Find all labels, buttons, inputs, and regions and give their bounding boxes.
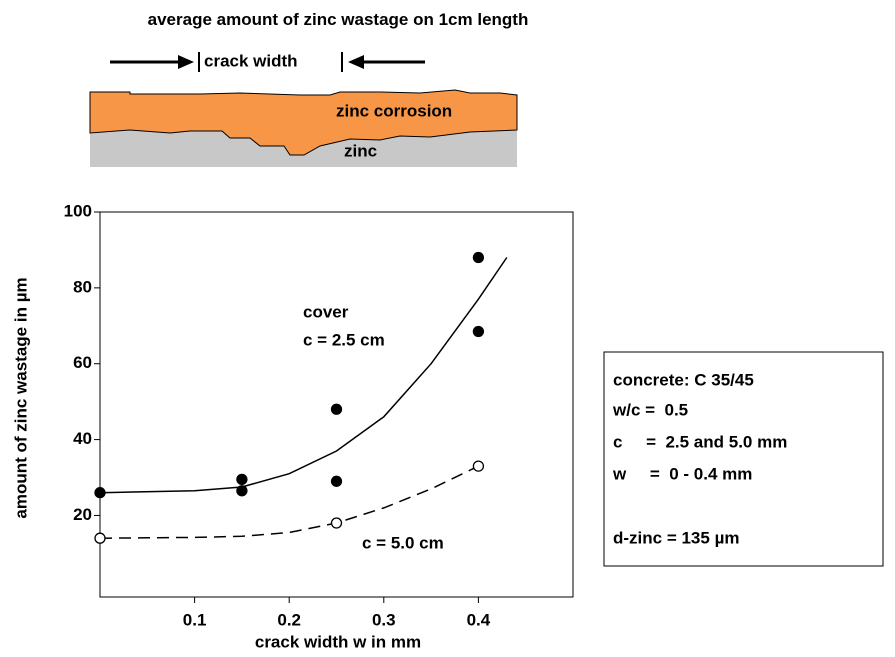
arrow-head — [178, 55, 194, 69]
point — [330, 475, 343, 487]
info-box — [603, 351, 884, 567]
corrosion-label: zinc corrosion — [336, 101, 452, 120]
y-axis-label: amount of zinc wastage in µm — [11, 277, 30, 518]
point — [94, 487, 106, 499]
x-tick-label: 0.1 — [183, 610, 207, 629]
info-line: w/c = 0.5 — [612, 400, 688, 419]
info-line: concrete: C 35/45 — [613, 370, 754, 389]
y-tick-label: 80 — [73, 277, 92, 296]
fit-curve — [99, 257, 508, 494]
point — [330, 517, 343, 529]
annotation: c = 5.0 cm — [362, 533, 444, 552]
point — [472, 325, 485, 338]
chart-title: average amount of zinc wastage on 1cm le… — [148, 10, 529, 29]
x-tick-label: 0.4 — [467, 610, 491, 629]
plot-frame — [99, 211, 574, 598]
y-tick-label: 60 — [73, 353, 92, 372]
y-tick-label: 100 — [64, 201, 92, 220]
crack-label: crack width — [204, 51, 298, 70]
zinc-label: zinc — [344, 141, 377, 160]
point — [472, 251, 485, 264]
corrosion-layer — [89, 89, 518, 156]
annotation: cover — [303, 302, 349, 321]
x-tick-label: 0.3 — [372, 610, 396, 629]
arrow-head — [348, 55, 364, 69]
point — [472, 460, 485, 472]
info-line: c = 2.5 and 5.0 mm — [613, 432, 787, 451]
y-tick-label: 20 — [73, 505, 92, 524]
fit-curve — [99, 465, 479, 539]
info-line: w = 0 - 0.4 mm — [612, 464, 752, 483]
info-line: d-zinc = 135 µm — [613, 528, 739, 547]
annotation: c = 2.5 cm — [303, 330, 385, 349]
x-axis-label: crack width w in mm — [255, 632, 421, 651]
point — [236, 485, 248, 497]
x-tick-label: 0.2 — [277, 610, 301, 629]
y-tick-label: 40 — [73, 429, 92, 448]
point — [330, 403, 343, 415]
point — [94, 532, 106, 544]
point — [236, 473, 248, 486]
